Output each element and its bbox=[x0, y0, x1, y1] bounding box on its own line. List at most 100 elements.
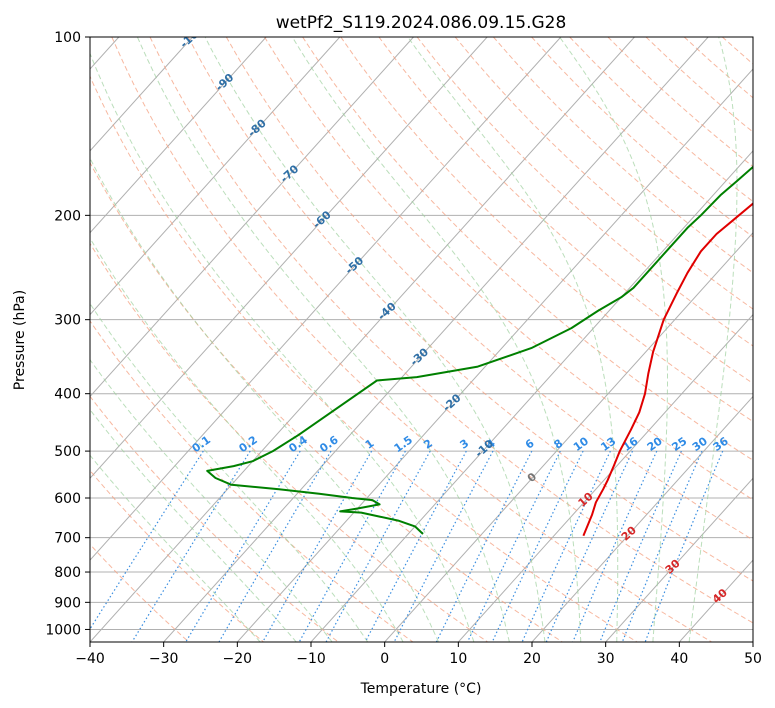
isotherm-line bbox=[90, 37, 193, 152]
y-tick-label: 1000 bbox=[45, 622, 81, 638]
dry-adiabat-line bbox=[531, 37, 753, 238]
mixing-ratio-line bbox=[364, 450, 467, 642]
y-tick-label: 400 bbox=[54, 387, 81, 403]
isotherm-line bbox=[90, 37, 414, 398]
dry-adiabat-line bbox=[149, 37, 753, 624]
moist-adiabat-line bbox=[407, 37, 619, 642]
temperature-profile-line bbox=[582, 202, 753, 537]
line-annotations: 0.1 0.2 0.4 0.6 1 1.5 2 3 4 6 8 10 13 16 20 25 30 36-100-… bbox=[178, 37, 731, 606]
x-tick-label: 40 bbox=[670, 651, 688, 667]
background-reference-lines bbox=[90, 37, 753, 642]
plot-frame bbox=[89, 36, 754, 643]
moist-adiabat-line bbox=[90, 237, 404, 642]
x-tick-label: 10 bbox=[449, 651, 467, 667]
mixing-ratio-label: 1.5 bbox=[392, 433, 415, 455]
dry-adiabat-line bbox=[416, 37, 753, 347]
y-tick-label: 100 bbox=[54, 30, 81, 46]
y-axis-label: Pressure (hPa) bbox=[12, 290, 28, 390]
dry-adiabat-line bbox=[683, 37, 753, 99]
x-tick-label: −10 bbox=[296, 651, 326, 667]
mixing-ratio-label: 6 bbox=[523, 437, 537, 452]
mixing-ratio-line bbox=[644, 450, 724, 642]
mixing-ratio-label: 2 bbox=[421, 437, 435, 452]
dry-adiabat-line bbox=[302, 37, 753, 461]
moist-adiabat-line bbox=[559, 37, 668, 642]
isotherm-line bbox=[752, 641, 753, 642]
x-tick-label: 0 bbox=[380, 651, 389, 667]
isotherm-line bbox=[90, 37, 635, 642]
dry-adiabat-line bbox=[90, 75, 638, 642]
mixing-ratio-line bbox=[90, 450, 204, 631]
dry-adiabat-line bbox=[90, 395, 339, 642]
moist-adiabat-line bbox=[90, 454, 261, 642]
x-tick-label: 20 bbox=[523, 651, 541, 667]
dry-adiabat-line bbox=[90, 242, 488, 642]
moist-adiabat-line bbox=[688, 37, 738, 642]
dry-adiabat-line bbox=[111, 37, 712, 642]
dry-adiabat-line bbox=[90, 320, 414, 642]
mixing-ratio-line bbox=[545, 450, 634, 642]
dry-adiabat-line bbox=[493, 37, 753, 274]
x-tick-label: −30 bbox=[149, 651, 179, 667]
isotherm-line bbox=[384, 231, 753, 642]
mixing-ratio-line bbox=[262, 450, 373, 642]
moist-adiabat-line bbox=[90, 408, 297, 642]
x-tick-label: −20 bbox=[223, 651, 253, 667]
y-axis: 100 200 300 400 500 600 700 800 900 1000 bbox=[45, 30, 90, 638]
dry-adiabat-line bbox=[645, 37, 753, 133]
mixing-ratio-label: 0.2 bbox=[236, 433, 259, 455]
dry-adiabat-line bbox=[378, 37, 753, 385]
isotherm-line bbox=[310, 150, 753, 642]
y-tick-label: 700 bbox=[54, 531, 81, 547]
dewpoint-profile-line bbox=[206, 165, 753, 535]
y-tick-label: 900 bbox=[54, 595, 81, 611]
moist-adiabat-line bbox=[90, 157, 439, 642]
mixing-ratio-line bbox=[491, 450, 584, 642]
mixing-ratio-label: 0.4 bbox=[286, 433, 310, 455]
y-tick-label: 800 bbox=[54, 565, 81, 581]
chart-title: wetPf2_S119.2024.086.09.15.G28 bbox=[276, 13, 567, 33]
mixing-ratio-line bbox=[435, 450, 533, 642]
isotherm-line bbox=[531, 395, 753, 642]
mixing-ratio-line bbox=[599, 450, 682, 642]
isotherm-line bbox=[90, 37, 341, 316]
dry-adiabat-line bbox=[264, 37, 753, 501]
dry-adiabat-line bbox=[90, 469, 264, 642]
dry-adiabat-line bbox=[225, 37, 753, 541]
mixing-ratio-line bbox=[393, 450, 494, 642]
mixing-ratio-label: 0.1 bbox=[190, 433, 213, 455]
mixing-ratio-line bbox=[621, 450, 703, 642]
y-tick-label: 300 bbox=[54, 313, 81, 329]
moist-adiabat-line bbox=[90, 52, 475, 642]
isotherm-line bbox=[90, 37, 562, 561]
x-tick-label: −40 bbox=[75, 651, 105, 667]
isotherm-line bbox=[90, 37, 267, 234]
dry-adiabat-line bbox=[569, 37, 753, 203]
mixing-ratio-line bbox=[131, 450, 251, 642]
moist-adiabat-line bbox=[90, 302, 369, 642]
mixing-ratio-line bbox=[298, 450, 406, 642]
dry-adiabat-line bbox=[607, 37, 753, 168]
mixing-ratio-line bbox=[325, 450, 431, 642]
x-tick-label: 30 bbox=[597, 651, 615, 667]
isotherm-line bbox=[90, 37, 488, 480]
isotherm-line bbox=[236, 68, 753, 642]
mixing-ratio-line bbox=[466, 450, 561, 642]
isotherm-line bbox=[163, 37, 709, 642]
y-tick-label: 600 bbox=[54, 491, 81, 507]
dry-adiabat-line bbox=[340, 37, 753, 423]
mixing-ratio-label: 0.6 bbox=[317, 433, 341, 455]
mixing-ratio-label: 3 bbox=[457, 437, 471, 452]
dry-adiabat-line bbox=[90, 543, 190, 642]
mixing-ratio-line bbox=[521, 450, 611, 642]
moist-adiabat-line bbox=[90, 358, 333, 642]
x-axis-label: Temperature (°C) bbox=[360, 681, 482, 697]
moist-adiabat-line bbox=[136, 37, 510, 642]
x-axis: −40 −30 −20 −10 0 10 20 30 40 50 bbox=[75, 642, 762, 667]
y-tick-label: 500 bbox=[54, 444, 81, 460]
y-tick-label: 200 bbox=[54, 208, 81, 224]
x-tick-label: 50 bbox=[744, 651, 762, 667]
mixing-ratio-line bbox=[185, 450, 301, 642]
isotherm-line bbox=[457, 313, 753, 642]
